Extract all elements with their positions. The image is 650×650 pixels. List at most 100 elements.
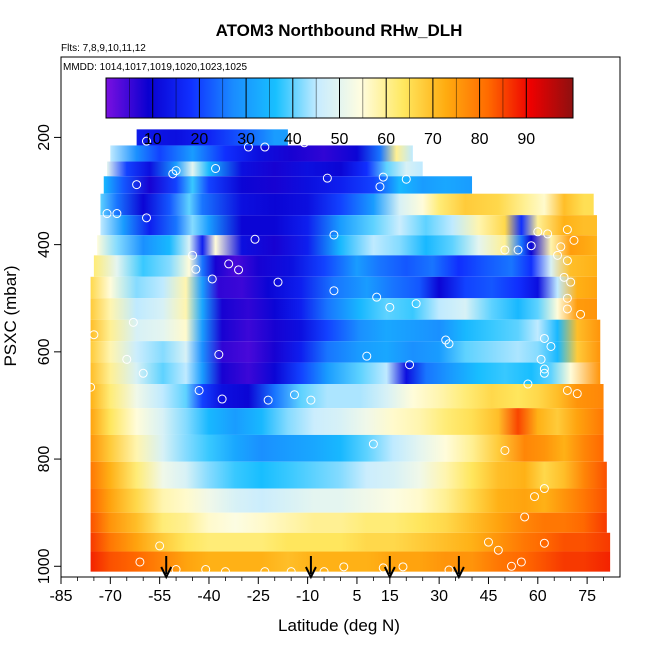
colorbar: 10 20 30 40 50 60 70 80 90 <box>105 77 574 148</box>
profile-point <box>500 445 510 455</box>
profile-point <box>86 382 96 392</box>
y-tick-label: 400 <box>36 231 53 258</box>
heatmap-band <box>90 461 607 489</box>
profile-points <box>86 136 586 577</box>
colorbar-tick-label: 10 <box>144 131 162 148</box>
x-tick-label: 15 <box>381 588 399 605</box>
profile-point <box>516 557 526 567</box>
profile-point <box>539 364 549 374</box>
profile-point <box>89 330 99 340</box>
profile-point <box>250 234 260 244</box>
heatmap-band <box>90 434 604 462</box>
dates-note: MMDD: 1014,1017,1019,1020,1023,1025 <box>63 62 247 73</box>
profile-point <box>539 333 549 343</box>
profile-point <box>306 395 316 405</box>
profile-point <box>536 354 546 364</box>
heatmap-band <box>97 235 597 256</box>
x-tick-label: -10 <box>296 588 319 605</box>
profile-point <box>398 562 408 572</box>
profile-point <box>569 235 579 245</box>
x-tick-label: 60 <box>529 588 547 605</box>
profile-point <box>122 354 132 364</box>
profile-point <box>378 563 388 573</box>
profile-point <box>375 182 385 192</box>
colorbar-tick-label: 80 <box>471 131 489 148</box>
profile-point <box>132 180 142 190</box>
profile-point <box>562 385 572 395</box>
profile-point <box>171 564 181 574</box>
profile-point <box>286 567 296 577</box>
profile-point <box>493 545 503 555</box>
profile-point <box>128 317 138 327</box>
profile-point <box>339 562 349 572</box>
heatmap-band <box>110 145 413 162</box>
colorbar-tick-label: 40 <box>284 131 302 148</box>
y-tick-label: 800 <box>36 446 53 473</box>
colorbar-tick-label: 70 <box>424 131 442 148</box>
x-axis-label: Latitude (deg N) <box>278 616 400 635</box>
profile-point <box>385 302 395 312</box>
profile-point <box>217 394 227 404</box>
profile-point <box>539 484 549 494</box>
colorbar-tick-label: 30 <box>237 131 255 148</box>
heatmap-band <box>90 341 601 363</box>
y-tick-label: 600 <box>36 338 53 365</box>
colorbar-tick-label: 60 <box>377 131 395 148</box>
heatmap-band <box>90 551 611 572</box>
profile-point <box>562 304 572 314</box>
profile-point <box>260 142 270 152</box>
profile-point <box>234 265 244 275</box>
profile-point <box>566 277 576 287</box>
profile-point <box>372 292 382 302</box>
x-tick-label: -70 <box>99 588 122 605</box>
profile-point <box>378 172 388 182</box>
y-tick-label: 200 <box>36 124 53 151</box>
profile-point <box>523 379 533 389</box>
profile-point <box>572 389 582 399</box>
x-tick-label: -40 <box>197 588 220 605</box>
profile-point <box>500 245 510 255</box>
profile-point <box>368 439 378 449</box>
profile-point <box>543 229 553 239</box>
y-axis-label: PSXC (mbar) <box>1 265 20 366</box>
heatmap-bands <box>90 129 611 572</box>
x-tick-label: 5 <box>352 588 361 605</box>
profile-point <box>576 309 586 319</box>
profile-point <box>191 264 201 274</box>
colorbar-tick-label: 20 <box>191 131 209 148</box>
profile-point <box>168 169 178 179</box>
flights-note: Flts: 7,8,9,10,11,12 <box>61 43 146 54</box>
profile-point <box>362 351 372 361</box>
x-tick-label: 30 <box>430 588 448 605</box>
colorbar-tick-label: 90 <box>517 131 535 148</box>
heatmap-band <box>90 488 607 513</box>
profile-point <box>546 341 556 351</box>
profile-point <box>520 512 530 522</box>
profile-point <box>444 565 454 575</box>
heatmap-band <box>90 512 607 533</box>
heatmap-band <box>90 298 597 320</box>
profile-point <box>556 242 566 252</box>
profile-point <box>194 385 204 395</box>
heatmap-band <box>100 215 597 236</box>
profile-point <box>553 250 563 260</box>
profile-point <box>214 350 224 360</box>
profile-point <box>211 164 221 174</box>
profile-point <box>188 250 198 260</box>
heatmap-band <box>90 408 604 435</box>
profile-point <box>112 209 122 219</box>
profile-point <box>539 368 549 378</box>
x-tick-label: -25 <box>247 588 270 605</box>
profile-point <box>135 557 145 567</box>
colorbar-tick-label: 50 <box>331 131 349 148</box>
profile-point <box>260 567 270 577</box>
profile-point <box>141 213 151 223</box>
profile-point <box>322 173 332 183</box>
profile-point <box>444 339 454 349</box>
x-tick-label: -85 <box>49 588 72 605</box>
profile-point <box>263 395 273 405</box>
profile-point <box>329 286 339 296</box>
profile-point <box>155 541 165 551</box>
profile-point <box>171 166 181 176</box>
heatmap-band <box>107 161 423 177</box>
